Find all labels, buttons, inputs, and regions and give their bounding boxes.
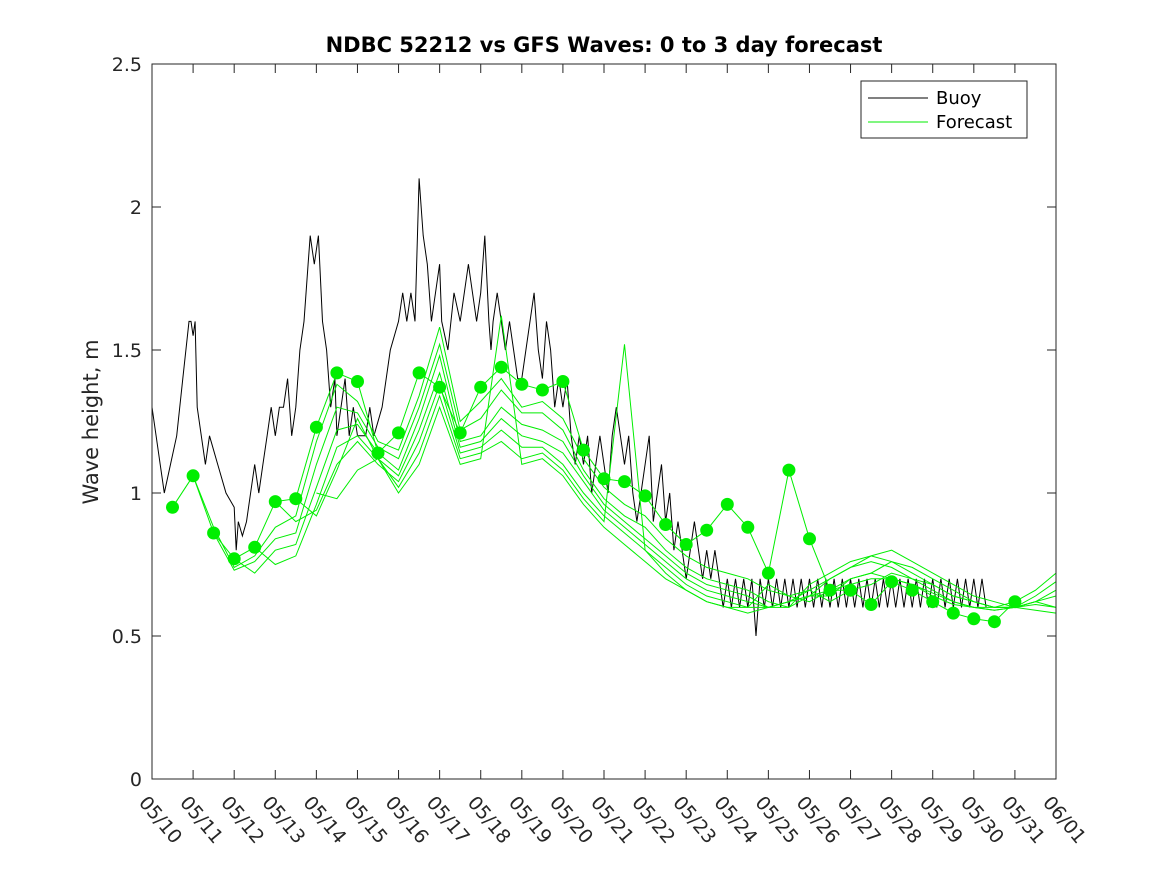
forecast-marker: [453, 426, 467, 440]
forecast-marker: [905, 583, 919, 597]
y-tick-label: 2.5: [112, 54, 142, 76]
forecast-marker: [803, 532, 816, 546]
y-tick-label: 2: [130, 197, 142, 219]
forecast-marker: [864, 598, 878, 611]
chart-title: NDBC 52212 vs GFS Waves: 0 to 3 day fore…: [326, 33, 883, 57]
forecast-marker: [679, 538, 693, 551]
forecast-marker: [248, 540, 262, 554]
forecast-marker: [926, 595, 940, 609]
forecast-marker: [720, 497, 734, 511]
y-tick-label: 1: [130, 483, 142, 505]
y-tick-label: 1.5: [112, 340, 142, 362]
forecast-marker: [412, 366, 426, 380]
forecast-marker: [556, 375, 570, 388]
forecast-marker: [823, 583, 837, 597]
forecast-series-line-7: [295, 344, 1057, 614]
forecast-marker: [700, 523, 714, 537]
forecast-marker: [967, 612, 981, 626]
forecast-marker: [741, 520, 755, 534]
forecast-series-line-4: [233, 353, 1057, 608]
forecast-marker: [351, 375, 364, 388]
forecast-marker: [659, 518, 673, 531]
forecast-marker: [268, 495, 282, 509]
forecast-marker: [885, 575, 899, 589]
forecast-marker: [433, 380, 447, 394]
forecast-marker: [638, 489, 652, 503]
forecast-marker: [844, 583, 857, 597]
forecast-marker: [618, 475, 631, 489]
legend-box: [860, 80, 1028, 139]
legend: Buoy Forecast: [860, 80, 1028, 139]
plot-area: [151, 178, 1057, 637]
forecast-marker: [330, 366, 344, 380]
y-tick-label: 0.5: [112, 626, 142, 648]
forecast-marker: [309, 420, 323, 434]
legend-forecast-label: Forecast: [936, 112, 1012, 133]
forecast-marker: [186, 469, 200, 483]
forecast-marker: [474, 380, 488, 394]
legend-buoy-label: Buoy: [936, 88, 982, 109]
forecast-marker: [494, 360, 508, 374]
forecast-marker: [761, 566, 775, 580]
forecast-marker: [392, 426, 405, 440]
forecast-marker: [782, 463, 796, 477]
forecast-marker: [577, 443, 590, 457]
forecast-marker: [1008, 595, 1022, 609]
forecast-marker: [597, 472, 611, 486]
forecast-marker: [289, 492, 303, 506]
forecast-marker: [515, 377, 529, 391]
y-axis-label: Wave height, m: [79, 339, 103, 504]
forecast-series-line-8: [316, 315, 1057, 614]
forecast-marker: [371, 446, 385, 460]
forecast-marker: [987, 615, 1001, 629]
forecast-marker: [535, 383, 549, 397]
forecast-marker: [946, 606, 960, 620]
forecast-series-line-6: [274, 382, 1057, 611]
y-tick-label: 0: [130, 769, 142, 791]
forecast-marker: [227, 552, 241, 566]
forecast-marker: [207, 526, 221, 540]
forecast-series-line-3: [213, 342, 1057, 608]
forecast-marker: [166, 500, 179, 514]
forecast-series-line-5: [254, 371, 1057, 608]
